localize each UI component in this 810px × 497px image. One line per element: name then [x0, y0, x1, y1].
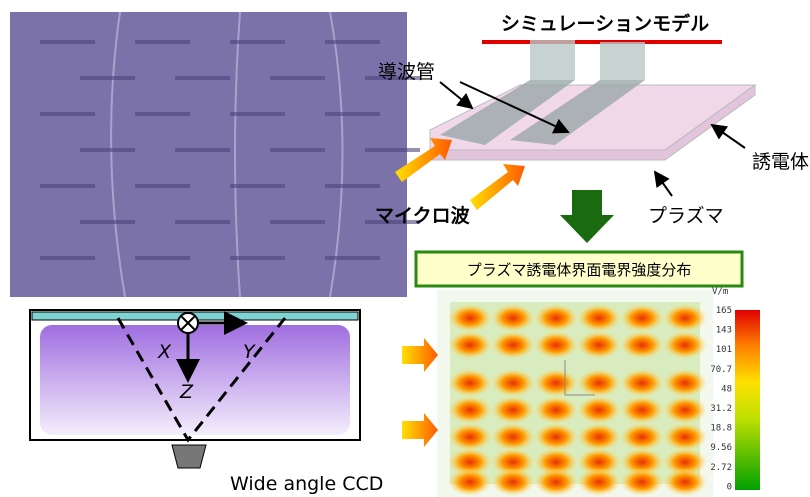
- field-hotspot: [491, 369, 535, 397]
- field-hotspot: [448, 396, 492, 424]
- streak: [230, 256, 285, 260]
- field-hotspot: [577, 396, 621, 424]
- field-hotspot: [491, 396, 535, 424]
- streak: [230, 112, 285, 116]
- camera-label: Wide angle CCD: [230, 473, 383, 495]
- field-hotspot: [620, 396, 664, 424]
- streak: [325, 256, 380, 260]
- field-hotspot: [448, 448, 492, 476]
- waveguide-label: 導波管: [378, 61, 435, 83]
- field-hotspot: [534, 448, 578, 476]
- streak: [325, 40, 380, 44]
- streak: [175, 76, 230, 80]
- field-hotspot: [534, 304, 578, 332]
- streak: [40, 256, 95, 260]
- colorbar-unit: V/m: [712, 287, 728, 297]
- field-hotspot: [448, 423, 492, 451]
- field-hotspot: [663, 396, 707, 424]
- field-hotspot: [663, 468, 707, 496]
- streak: [135, 184, 190, 188]
- field-hotspot: [577, 304, 621, 332]
- field-hotspot: [534, 396, 578, 424]
- field-hotspot: [620, 423, 664, 451]
- field-hotspot: [491, 304, 535, 332]
- plasma-label: プラズマ: [648, 205, 724, 227]
- streak: [135, 256, 190, 260]
- streak: [270, 76, 325, 80]
- colorbar-tick: 0: [727, 482, 732, 492]
- streak: [40, 184, 95, 188]
- field-title: プラズマ誘電体界面電界強度分布: [467, 261, 692, 279]
- field-hotspot: [491, 468, 535, 496]
- field-hotspot: [491, 423, 535, 451]
- colorbar-tick: 2.72: [710, 463, 732, 473]
- colorbar-tick: 143: [716, 326, 732, 336]
- colorbar-tick: 101: [716, 345, 732, 355]
- field-hotspot: [448, 369, 492, 397]
- colorbar-tick: 18.8: [710, 424, 732, 434]
- field-hotspot: [620, 448, 664, 476]
- streak: [325, 184, 380, 188]
- field-hotspot: [620, 331, 664, 359]
- field-hotspot: [663, 331, 707, 359]
- field-hotspot: [448, 304, 492, 332]
- axis-z: Z: [179, 381, 194, 403]
- field-hotspot: [534, 468, 578, 496]
- dielectric-label: 誘電体: [752, 151, 809, 173]
- field-hotspot: [534, 423, 578, 451]
- field-hotspot: [663, 304, 707, 332]
- field-hotspot: [577, 448, 621, 476]
- field-hotspot: [448, 331, 492, 359]
- field-hotspot: [663, 369, 707, 397]
- field-hotspot: [534, 331, 578, 359]
- field-hotspot: [577, 468, 621, 496]
- field-hotspot: [577, 331, 621, 359]
- field-hotspot: [491, 448, 535, 476]
- field-hotspot: [577, 369, 621, 397]
- axis-y: Y: [243, 341, 256, 363]
- field-hotspot: [491, 331, 535, 359]
- colorbar-tick: 70.7: [710, 365, 732, 375]
- streak: [325, 112, 380, 116]
- field-hotspot: [534, 369, 578, 397]
- schematic: X Y Z Wide angle CCD: [29, 309, 383, 495]
- streak: [175, 220, 230, 224]
- field-hotspot: [620, 369, 664, 397]
- streak: [40, 112, 95, 116]
- streak: [365, 76, 420, 80]
- colorbar-tick: 9.56: [710, 443, 732, 453]
- field-hotspot: [620, 304, 664, 332]
- colorbar-tick: 48: [721, 384, 732, 394]
- streak: [270, 148, 325, 152]
- plasma-photo: [10, 11, 420, 298]
- field-hotspot: [620, 468, 664, 496]
- streak: [135, 112, 190, 116]
- field-hotspot: [663, 448, 707, 476]
- model-title: シミュレーションモデル: [501, 12, 709, 35]
- streak: [80, 220, 135, 224]
- streak: [135, 40, 190, 44]
- streak: [230, 40, 285, 44]
- sim-model: シミュレーションモデル 導波管 誘電体 プラズマ マイクロ波: [375, 12, 809, 243]
- streak: [365, 220, 420, 224]
- field-hotspot: [663, 423, 707, 451]
- field-hotspot: [577, 423, 621, 451]
- streak: [230, 184, 285, 188]
- field-hotspot: [448, 468, 492, 496]
- streak: [365, 148, 420, 152]
- colorbar-tick: 31.2: [710, 404, 732, 414]
- streak: [80, 148, 135, 152]
- streak: [270, 220, 325, 224]
- microwave-label: マイクロ波: [375, 204, 471, 227]
- streak: [175, 148, 230, 152]
- streak: [80, 76, 135, 80]
- colorbar-tick: 165: [716, 306, 732, 316]
- axis-x: X: [157, 341, 172, 363]
- streak: [40, 40, 95, 44]
